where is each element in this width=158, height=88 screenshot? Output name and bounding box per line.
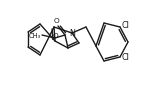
Text: N: N (69, 29, 75, 37)
Text: O: O (54, 18, 60, 24)
Text: Cl: Cl (122, 21, 130, 29)
Text: CH₃: CH₃ (29, 33, 41, 39)
Text: O: O (53, 34, 59, 40)
Text: Cl: Cl (122, 54, 130, 62)
